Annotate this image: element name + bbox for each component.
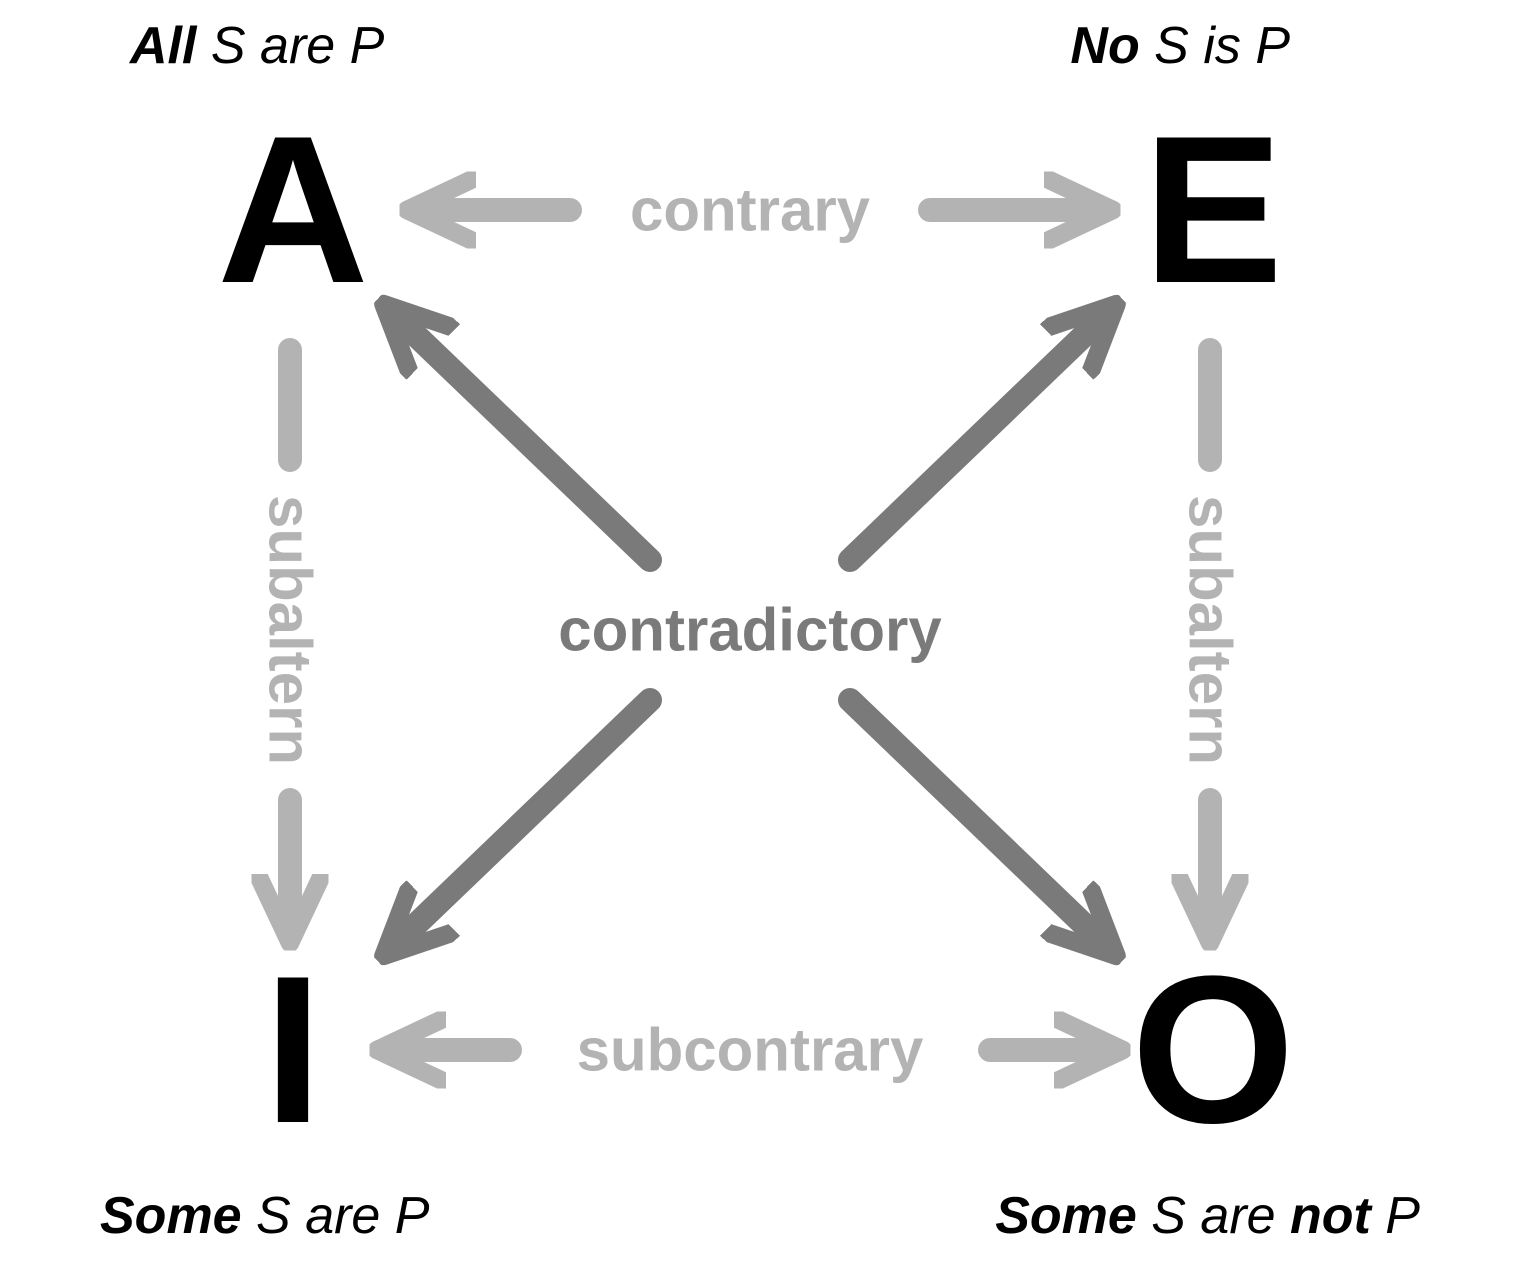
node-i-caption: Some S are P [100, 1190, 429, 1242]
node-e-letter: E [1143, 105, 1277, 315]
node-o-caption: Some S are not P [995, 1190, 1420, 1242]
square-of-opposition-diagram: A E I O All S are P No S is P Some S are… [0, 0, 1536, 1276]
edge-contradictory-segment [400, 320, 650, 560]
edge-contradictory-segment [400, 700, 650, 940]
node-e-caption: No S is P [1070, 20, 1290, 72]
edge-subaltern-left-label: subaltern [256, 473, 325, 787]
edge-subcontrary-label: subcontrary [555, 1016, 946, 1085]
edge-subaltern-right-label: subaltern [1176, 473, 1245, 787]
node-i-letter: I [264, 945, 316, 1155]
edge-contradictory-segment [850, 700, 1100, 940]
edge-contrary-label: contrary [608, 176, 892, 245]
edge-contradictory-segment [850, 320, 1100, 560]
node-a-caption: All S are P [130, 20, 384, 72]
node-a-letter: A [217, 105, 363, 315]
edge-contradictory-label: contradictory [536, 596, 963, 665]
node-o-letter: O [1131, 945, 1288, 1155]
